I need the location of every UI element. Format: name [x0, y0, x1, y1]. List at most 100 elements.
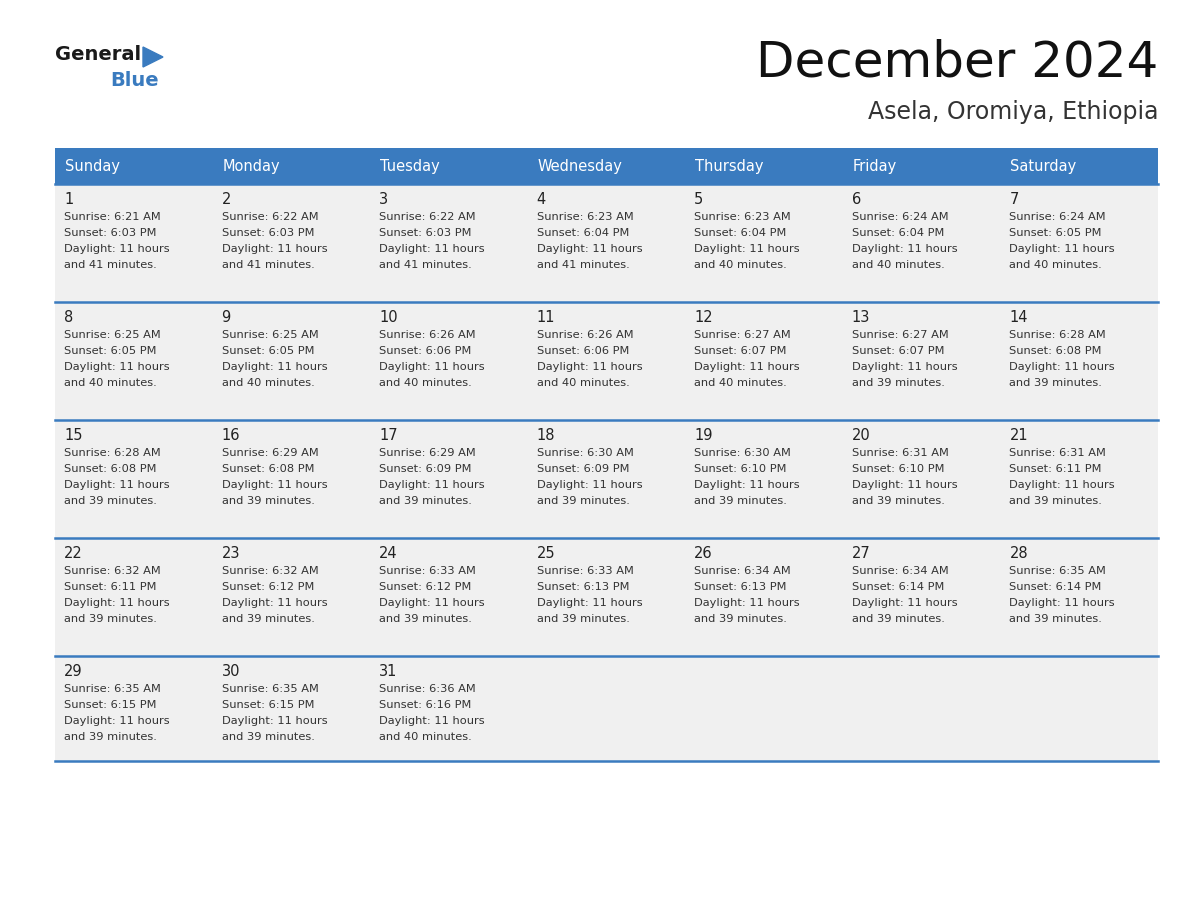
Text: Sunset: 6:07 PM: Sunset: 6:07 PM: [852, 346, 944, 356]
Text: Sunday: Sunday: [65, 159, 120, 174]
Text: Daylight: 11 hours: Daylight: 11 hours: [1010, 362, 1116, 372]
Text: Tuesday: Tuesday: [380, 159, 440, 174]
Text: Sunrise: 6:24 AM: Sunrise: 6:24 AM: [852, 212, 948, 222]
Text: Daylight: 11 hours: Daylight: 11 hours: [379, 716, 485, 726]
Bar: [213, 420, 371, 538]
Text: Sunrise: 6:21 AM: Sunrise: 6:21 AM: [64, 212, 160, 222]
Text: Sunset: 6:03 PM: Sunset: 6:03 PM: [379, 228, 472, 238]
Text: and 39 minutes.: and 39 minutes.: [852, 378, 944, 388]
Text: and 41 minutes.: and 41 minutes.: [64, 260, 157, 270]
Text: Sunrise: 6:35 AM: Sunrise: 6:35 AM: [1010, 566, 1106, 576]
Text: Daylight: 11 hours: Daylight: 11 hours: [222, 598, 327, 608]
Text: Sunset: 6:14 PM: Sunset: 6:14 PM: [852, 582, 944, 592]
Bar: [371, 656, 527, 761]
Bar: [685, 184, 842, 302]
Text: Daylight: 11 hours: Daylight: 11 hours: [537, 480, 643, 490]
Text: and 39 minutes.: and 39 minutes.: [852, 496, 944, 506]
Text: and 39 minutes.: and 39 minutes.: [222, 496, 315, 506]
Polygon shape: [143, 47, 163, 67]
Text: 21: 21: [1010, 428, 1028, 443]
Text: Asela, Oromiya, Ethiopia: Asela, Oromiya, Ethiopia: [867, 100, 1158, 124]
Text: Sunset: 6:13 PM: Sunset: 6:13 PM: [537, 582, 630, 592]
Text: Sunset: 6:04 PM: Sunset: 6:04 PM: [694, 228, 786, 238]
Text: Sunset: 6:08 PM: Sunset: 6:08 PM: [1010, 346, 1102, 356]
Bar: [1000, 538, 1158, 656]
Text: 25: 25: [537, 546, 555, 561]
Text: 31: 31: [379, 664, 398, 679]
Text: 10: 10: [379, 310, 398, 325]
Text: Daylight: 11 hours: Daylight: 11 hours: [1010, 480, 1116, 490]
Text: Daylight: 11 hours: Daylight: 11 hours: [379, 244, 485, 254]
Text: and 39 minutes.: and 39 minutes.: [222, 732, 315, 742]
Text: 23: 23: [222, 546, 240, 561]
Text: Daylight: 11 hours: Daylight: 11 hours: [852, 480, 958, 490]
Text: and 39 minutes.: and 39 minutes.: [64, 732, 157, 742]
Text: Sunset: 6:08 PM: Sunset: 6:08 PM: [64, 464, 157, 474]
Text: Sunset: 6:05 PM: Sunset: 6:05 PM: [1010, 228, 1102, 238]
Text: Sunrise: 6:27 AM: Sunrise: 6:27 AM: [852, 330, 948, 340]
Text: Sunset: 6:03 PM: Sunset: 6:03 PM: [64, 228, 157, 238]
Text: Sunset: 6:10 PM: Sunset: 6:10 PM: [694, 464, 786, 474]
Text: Daylight: 11 hours: Daylight: 11 hours: [64, 598, 170, 608]
Text: Daylight: 11 hours: Daylight: 11 hours: [537, 598, 643, 608]
Bar: [685, 148, 842, 184]
Text: Daylight: 11 hours: Daylight: 11 hours: [222, 244, 327, 254]
Text: 15: 15: [64, 428, 82, 443]
Text: Daylight: 11 hours: Daylight: 11 hours: [379, 362, 485, 372]
Text: and 39 minutes.: and 39 minutes.: [1010, 378, 1102, 388]
Text: Sunset: 6:15 PM: Sunset: 6:15 PM: [222, 700, 314, 710]
Text: Daylight: 11 hours: Daylight: 11 hours: [694, 480, 800, 490]
Text: Sunset: 6:03 PM: Sunset: 6:03 PM: [222, 228, 314, 238]
Bar: [213, 184, 371, 302]
Text: Sunset: 6:05 PM: Sunset: 6:05 PM: [64, 346, 157, 356]
Bar: [842, 656, 1000, 761]
Text: Friday: Friday: [853, 159, 897, 174]
Bar: [213, 656, 371, 761]
Text: Sunset: 6:12 PM: Sunset: 6:12 PM: [222, 582, 314, 592]
Text: Daylight: 11 hours: Daylight: 11 hours: [852, 362, 958, 372]
Text: Daylight: 11 hours: Daylight: 11 hours: [852, 244, 958, 254]
Bar: [55, 148, 213, 184]
Text: and 41 minutes.: and 41 minutes.: [222, 260, 315, 270]
Text: and 39 minutes.: and 39 minutes.: [537, 496, 630, 506]
Text: Sunrise: 6:25 AM: Sunrise: 6:25 AM: [64, 330, 160, 340]
Text: 28: 28: [1010, 546, 1028, 561]
Text: Daylight: 11 hours: Daylight: 11 hours: [64, 244, 170, 254]
Text: Sunrise: 6:26 AM: Sunrise: 6:26 AM: [537, 330, 633, 340]
Text: and 39 minutes.: and 39 minutes.: [1010, 496, 1102, 506]
Text: Daylight: 11 hours: Daylight: 11 hours: [694, 598, 800, 608]
Bar: [1000, 302, 1158, 420]
Text: Saturday: Saturday: [1011, 159, 1076, 174]
Text: December 2024: December 2024: [756, 38, 1158, 86]
Text: 12: 12: [694, 310, 713, 325]
Text: Sunrise: 6:23 AM: Sunrise: 6:23 AM: [694, 212, 791, 222]
Text: Sunset: 6:12 PM: Sunset: 6:12 PM: [379, 582, 472, 592]
Text: 7: 7: [1010, 192, 1019, 207]
Text: Daylight: 11 hours: Daylight: 11 hours: [64, 480, 170, 490]
Text: 29: 29: [64, 664, 83, 679]
Bar: [1000, 184, 1158, 302]
Text: Sunrise: 6:35 AM: Sunrise: 6:35 AM: [222, 684, 318, 694]
Text: and 40 minutes.: and 40 minutes.: [694, 260, 786, 270]
Text: Blue: Blue: [110, 71, 159, 90]
Text: 6: 6: [852, 192, 861, 207]
Text: 26: 26: [694, 546, 713, 561]
Text: Sunrise: 6:33 AM: Sunrise: 6:33 AM: [537, 566, 633, 576]
Text: Sunrise: 6:28 AM: Sunrise: 6:28 AM: [64, 448, 160, 458]
Text: and 39 minutes.: and 39 minutes.: [379, 496, 472, 506]
Bar: [213, 538, 371, 656]
Text: General: General: [55, 45, 141, 64]
Text: 9: 9: [222, 310, 230, 325]
Bar: [1000, 148, 1158, 184]
Bar: [527, 148, 685, 184]
Text: 3: 3: [379, 192, 388, 207]
Bar: [842, 148, 1000, 184]
Text: and 41 minutes.: and 41 minutes.: [379, 260, 472, 270]
Text: and 40 minutes.: and 40 minutes.: [537, 378, 630, 388]
Text: Sunset: 6:11 PM: Sunset: 6:11 PM: [64, 582, 157, 592]
Text: 27: 27: [852, 546, 871, 561]
Text: Sunrise: 6:29 AM: Sunrise: 6:29 AM: [379, 448, 476, 458]
Text: 16: 16: [222, 428, 240, 443]
Text: Sunset: 6:06 PM: Sunset: 6:06 PM: [379, 346, 472, 356]
Text: Sunrise: 6:34 AM: Sunrise: 6:34 AM: [694, 566, 791, 576]
